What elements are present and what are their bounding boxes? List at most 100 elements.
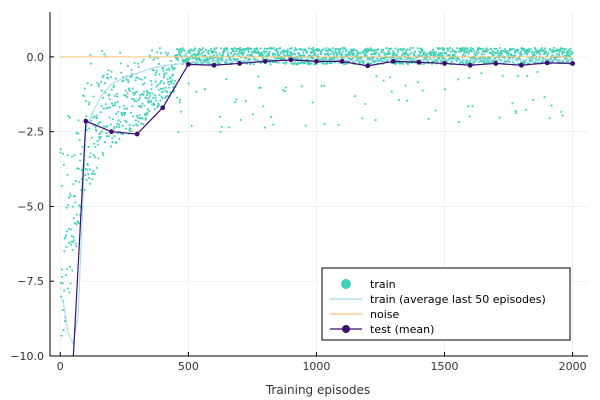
train-point — [120, 111, 123, 114]
train-point — [401, 62, 405, 66]
train-point — [341, 54, 344, 57]
train-point — [503, 48, 507, 51]
train-point — [319, 50, 323, 53]
train-point — [261, 54, 264, 57]
train-point — [450, 60, 454, 63]
train-point — [261, 52, 264, 55]
x-tick-label: 500 — [178, 360, 199, 373]
train-point — [293, 53, 296, 56]
train-point — [162, 76, 165, 79]
train-point — [248, 58, 251, 61]
train-point — [143, 76, 147, 79]
train-point — [283, 90, 286, 93]
train-point — [480, 72, 483, 75]
train-point — [120, 71, 123, 74]
train-point — [111, 137, 114, 140]
train-point — [102, 74, 105, 77]
train-point — [87, 103, 90, 106]
train-point — [344, 50, 347, 53]
train-point — [561, 114, 564, 117]
train-point — [164, 51, 167, 54]
train-point — [519, 50, 522, 53]
train-point — [314, 52, 317, 55]
train-point — [392, 50, 395, 53]
train-point — [487, 60, 490, 63]
train-point — [312, 46, 315, 49]
train-point — [410, 51, 413, 55]
train-point — [199, 58, 202, 61]
train-point — [98, 138, 101, 141]
train-point — [485, 61, 488, 64]
train-point — [145, 97, 148, 100]
train-point — [220, 125, 223, 128]
train-point — [517, 62, 520, 65]
train-point — [134, 119, 137, 122]
train-point — [257, 50, 260, 54]
train-point — [531, 57, 534, 60]
train-point — [400, 57, 403, 60]
train-point — [88, 101, 91, 104]
train-point — [150, 83, 153, 86]
train-point — [330, 61, 333, 65]
train-point — [290, 47, 293, 50]
train-point — [62, 163, 65, 166]
legend-label: train (average last 50 episodes) — [370, 293, 546, 306]
train-point — [100, 89, 103, 92]
train-point — [434, 53, 437, 56]
train-point — [476, 49, 479, 52]
train-point — [271, 47, 274, 50]
train-point — [128, 87, 131, 90]
train-point — [110, 88, 113, 92]
train-point — [144, 112, 147, 115]
train-point — [130, 68, 133, 72]
train-point — [312, 57, 315, 60]
train-point — [507, 57, 510, 60]
train-point — [251, 113, 254, 116]
train-point — [277, 54, 281, 57]
train-point — [168, 83, 171, 86]
train-point — [407, 54, 410, 57]
train-point — [157, 103, 160, 107]
train-point — [293, 49, 296, 52]
train-point — [186, 51, 189, 54]
train-point — [382, 79, 385, 82]
train-point — [104, 140, 107, 144]
train-point — [211, 57, 214, 60]
train-point — [63, 289, 66, 292]
train-point — [154, 74, 157, 77]
train-point — [60, 268, 64, 271]
train-point — [433, 51, 436, 54]
train-point — [571, 51, 574, 54]
train-point — [85, 115, 88, 118]
train-point — [106, 73, 109, 76]
train-point — [390, 90, 393, 93]
train-point — [302, 51, 305, 54]
train-point — [165, 72, 168, 75]
train-point — [213, 54, 216, 57]
train-point — [149, 92, 152, 95]
train-point — [323, 84, 326, 87]
train-point — [283, 49, 286, 52]
train-point — [449, 50, 452, 53]
train-point — [127, 80, 130, 84]
train-point — [325, 57, 328, 60]
train-point — [457, 50, 460, 53]
train-point — [225, 48, 229, 51]
train-point — [524, 61, 527, 64]
train-point — [131, 115, 135, 118]
train-point — [108, 106, 111, 109]
train-point — [195, 90, 198, 93]
train-point — [541, 60, 544, 63]
train-point — [75, 245, 78, 248]
train-point — [159, 99, 162, 102]
train-point — [377, 52, 380, 55]
train-point — [96, 140, 99, 143]
train-point — [534, 57, 538, 60]
train-point — [69, 194, 72, 197]
train-point — [167, 81, 170, 84]
train-point — [145, 89, 148, 92]
train-point — [197, 54, 200, 57]
train-point — [166, 78, 169, 81]
train-point — [69, 282, 72, 285]
train-point — [514, 112, 518, 115]
